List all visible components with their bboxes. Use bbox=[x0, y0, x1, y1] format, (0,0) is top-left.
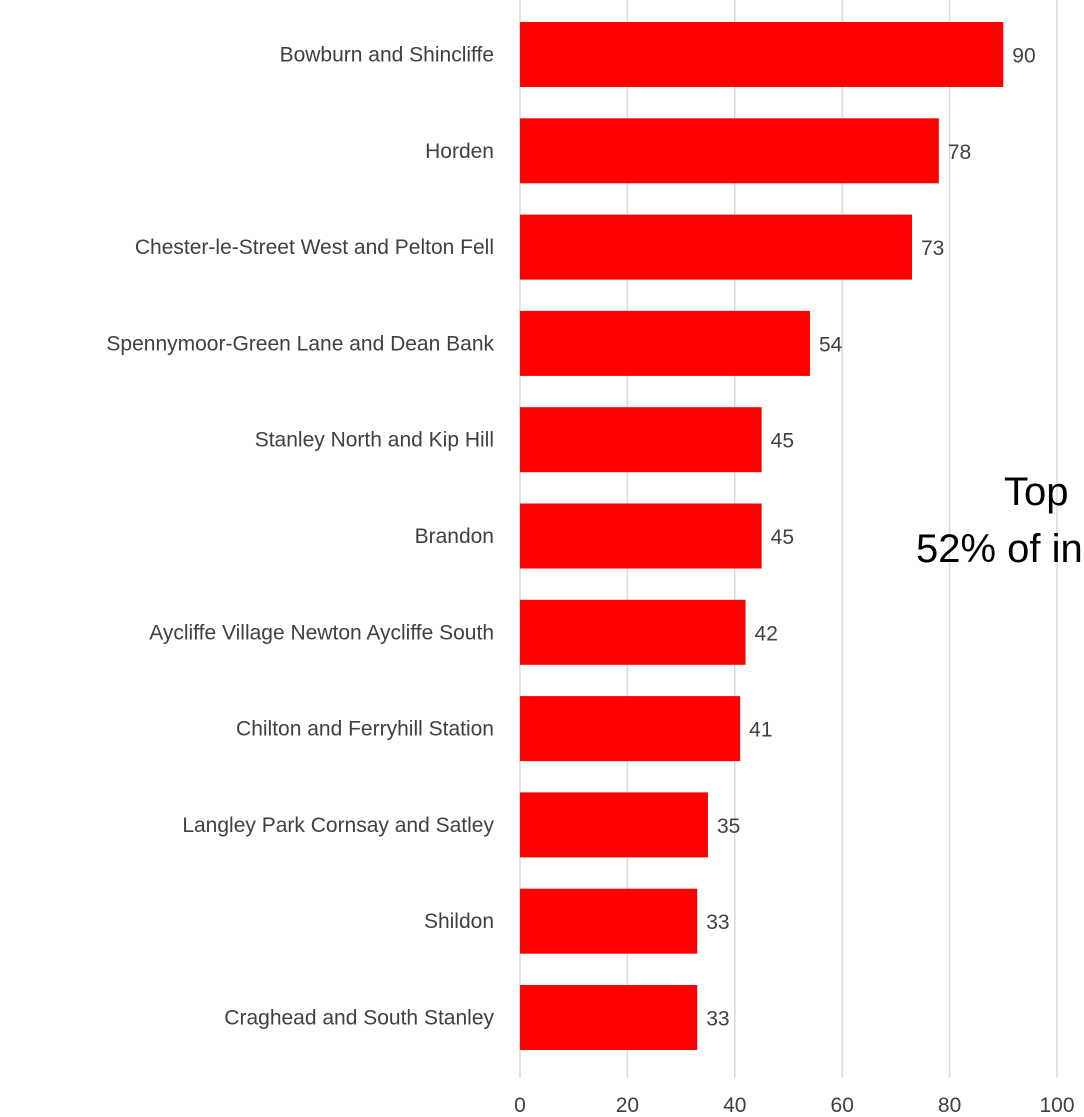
annotation-line-1: Top bbox=[1004, 470, 1069, 514]
bar bbox=[520, 22, 1004, 87]
value-label: 90 bbox=[1012, 45, 1035, 68]
value-label: 33 bbox=[706, 911, 729, 934]
bar bbox=[520, 792, 708, 858]
category-label: Craghead and South Stanley bbox=[224, 1007, 494, 1030]
bar bbox=[520, 407, 762, 473]
x-tick-label: 80 bbox=[938, 1094, 961, 1117]
x-tick-label: 40 bbox=[723, 1094, 746, 1117]
annotation-line-2: 52% of in bbox=[916, 527, 1083, 571]
value-label: 78 bbox=[948, 141, 971, 164]
bar bbox=[520, 599, 746, 665]
category-label: Chester-le-Street West and Pelton Fell bbox=[135, 236, 494, 259]
bars bbox=[520, 22, 1004, 1050]
category-label: Bowburn and Shincliffe bbox=[280, 44, 494, 67]
x-tick-label: 60 bbox=[831, 1094, 854, 1117]
bar bbox=[520, 310, 810, 376]
bar bbox=[520, 118, 939, 184]
category-labels: Bowburn and Shincliffe Horden Chester-le-S… bbox=[106, 44, 494, 1030]
bar bbox=[520, 985, 698, 1050]
bar bbox=[520, 503, 762, 569]
value-label: 45 bbox=[771, 526, 794, 549]
bar bbox=[520, 214, 913, 280]
bar bbox=[520, 888, 698, 954]
value-label: 33 bbox=[706, 1008, 729, 1031]
category-label: Spennymoor-Green Lane and Dean Bank bbox=[106, 332, 494, 355]
category-label: Brandon bbox=[415, 525, 494, 548]
category-label: Aycliffe Village Newton Aycliffe South bbox=[149, 621, 494, 644]
x-tick-label: 20 bbox=[616, 1094, 639, 1117]
bar bbox=[520, 696, 741, 762]
x-tick-label: 0 bbox=[514, 1094, 526, 1117]
category-label: Langley Park Cornsay and Satley bbox=[182, 814, 494, 837]
value-label: 73 bbox=[921, 237, 944, 260]
value-labels: 90 78 73 54 45 45 42 41 35 33 33 bbox=[706, 45, 1035, 1031]
value-label: 45 bbox=[771, 430, 794, 453]
category-label: Horden bbox=[425, 140, 494, 163]
category-label: Stanley North and Kip Hill bbox=[255, 429, 494, 452]
value-label: 41 bbox=[749, 719, 772, 742]
x-tick-label: 100 bbox=[1039, 1094, 1074, 1117]
value-label: 54 bbox=[819, 333, 843, 356]
x-tick-labels: 0 20 40 60 80 100 bbox=[514, 1094, 1074, 1117]
category-label: Shildon bbox=[424, 910, 494, 933]
category-label: Chilton and Ferryhill Station bbox=[236, 718, 494, 741]
value-label: 35 bbox=[717, 815, 740, 838]
value-label: 42 bbox=[755, 622, 778, 645]
